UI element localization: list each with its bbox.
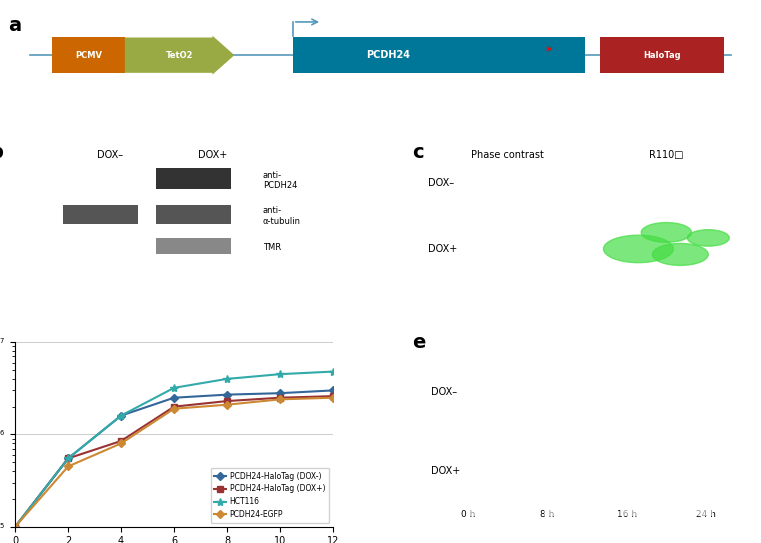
Text: HaloTag: HaloTag — [643, 50, 680, 60]
HCT116 — [275, 371, 285, 377]
Text: a: a — [8, 16, 21, 35]
Text: TMR: TMR — [263, 243, 281, 252]
Text: 24 h: 24 h — [696, 510, 716, 519]
PCDH24-HaloTag (DOX-) — [222, 392, 231, 398]
FancyBboxPatch shape — [600, 37, 724, 73]
PCDH24-HaloTag (DOX+) — [11, 523, 20, 530]
PCDH24-EGFP — [275, 396, 285, 402]
PCDH24-HaloTag (DOX-) — [64, 455, 73, 462]
Line: HCT116: HCT116 — [11, 368, 337, 531]
PCDH24-EGFP — [222, 401, 231, 408]
Text: DOX–: DOX– — [431, 387, 457, 397]
Text: R110□: R110□ — [649, 150, 683, 160]
PCDH24-HaloTag (DOX-) — [275, 390, 285, 396]
PCDH24-HaloTag (DOX+) — [222, 398, 231, 405]
HCT116 — [64, 455, 73, 462]
Text: *: * — [546, 45, 552, 58]
HCT116 — [170, 384, 179, 391]
Text: PCDH24: PCDH24 — [366, 50, 410, 60]
Text: TetO2: TetO2 — [166, 50, 193, 60]
PCDH24-EGFP — [64, 463, 73, 470]
Line: PCDH24-EGFP: PCDH24-EGFP — [12, 395, 336, 529]
Text: DOX+: DOX+ — [428, 244, 457, 254]
Line: PCDH24-HaloTag (DOX-): PCDH24-HaloTag (DOX-) — [12, 388, 336, 529]
HCT116 — [11, 523, 20, 530]
Line: PCDH24-HaloTag (DOX+): PCDH24-HaloTag (DOX+) — [12, 393, 336, 529]
FancyBboxPatch shape — [52, 37, 125, 73]
Text: 8 h: 8 h — [540, 510, 555, 519]
Text: b: b — [0, 143, 4, 162]
HCT116 — [328, 368, 337, 375]
PCDH24-HaloTag (DOX+) — [170, 403, 179, 410]
Text: 0 h: 0 h — [460, 510, 475, 519]
PCDH24-HaloTag (DOX+) — [116, 438, 126, 444]
Text: PCMV: PCMV — [75, 50, 102, 60]
PCDH24-HaloTag (DOX-) — [116, 412, 126, 419]
Text: DOX–: DOX– — [428, 178, 454, 188]
Text: DOX+: DOX+ — [431, 466, 460, 476]
Text: Phase contrast: Phase contrast — [471, 150, 544, 160]
PCDH24-HaloTag (DOX+) — [328, 393, 337, 400]
Text: c: c — [412, 143, 424, 162]
Text: e: e — [412, 333, 425, 352]
PCDH24-HaloTag (DOX-) — [328, 387, 337, 394]
HCT116 — [222, 376, 231, 382]
PCDH24-EGFP — [328, 394, 337, 401]
FancyArrow shape — [125, 36, 234, 74]
PCDH24-EGFP — [116, 440, 126, 447]
FancyBboxPatch shape — [293, 37, 585, 73]
PCDH24-HaloTag (DOX-) — [11, 523, 20, 530]
Text: anti-
α-tubulin: anti- α-tubulin — [263, 206, 301, 226]
Text: DOX–: DOX– — [97, 150, 123, 160]
PCDH24-HaloTag (DOX-) — [170, 394, 179, 401]
Text: anti-
PCDH24: anti- PCDH24 — [263, 171, 298, 190]
HCT116 — [116, 412, 126, 419]
PCDH24-HaloTag (DOX+) — [275, 394, 285, 401]
Text: DOX+: DOX+ — [198, 150, 227, 160]
Legend: PCDH24-HaloTag (DOX-), PCDH24-HaloTag (DOX+), HCT116, PCDH24-EGFP: PCDH24-HaloTag (DOX-), PCDH24-HaloTag (D… — [211, 468, 329, 523]
PCDH24-HaloTag (DOX+) — [64, 455, 73, 462]
PCDH24-EGFP — [11, 523, 20, 530]
Text: 16 h: 16 h — [616, 510, 637, 519]
PCDH24-EGFP — [170, 406, 179, 412]
